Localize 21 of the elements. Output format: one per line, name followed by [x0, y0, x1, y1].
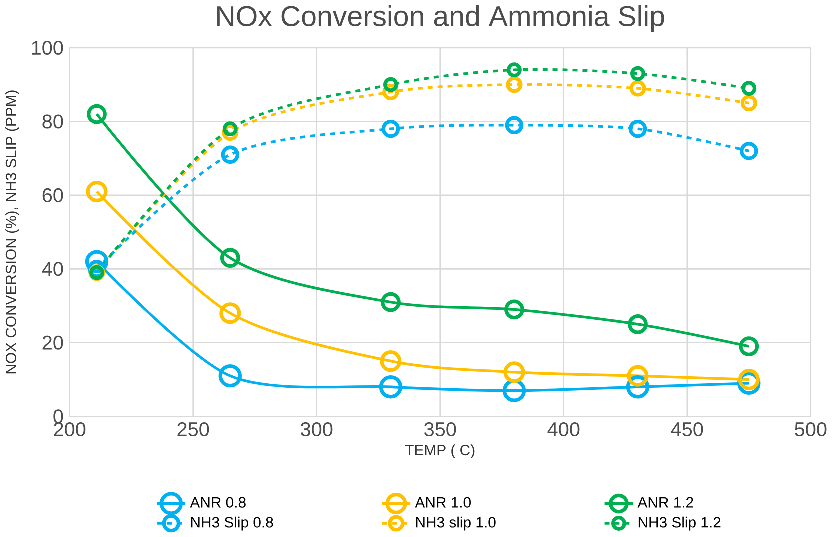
x-tick-label: 400 [548, 422, 580, 437]
legend-label: NH3 slip 1.0 [416, 516, 496, 531]
legend-label: ANR 1.0 [415, 497, 471, 508]
x-tick-label: 250 [178, 422, 210, 437]
legend-label: NH3 Slip 0.8 [191, 516, 274, 531]
chart-title: NOx Conversion and Ammonia Slip [218, 6, 664, 32]
y-tick-label: 60 [42, 188, 64, 203]
legend-label: ANR 1.2 [638, 497, 694, 508]
legend-label: NH3 Slip 1.2 [638, 516, 721, 531]
y-tick-label: 40 [42, 262, 64, 276]
y-tick-label: 100 [32, 41, 64, 56]
x-tick-label: 300 [301, 422, 333, 437]
x-tick-label: 200 [54, 422, 86, 437]
x-tick-label: 500 [795, 422, 827, 437]
legend-label: ANR 0.8 [190, 497, 246, 508]
x-tick-label: 450 [671, 422, 704, 437]
y-axis-title: NOX CONVERSION (%), NH3 SLIP (PPM) [6, 90, 20, 374]
x-tick-label: 350 [424, 422, 456, 437]
y-tick-label: 80 [42, 114, 64, 129]
x-axis-title: TEMP ( C) [405, 444, 475, 459]
y-tick-label: 20 [42, 336, 64, 350]
